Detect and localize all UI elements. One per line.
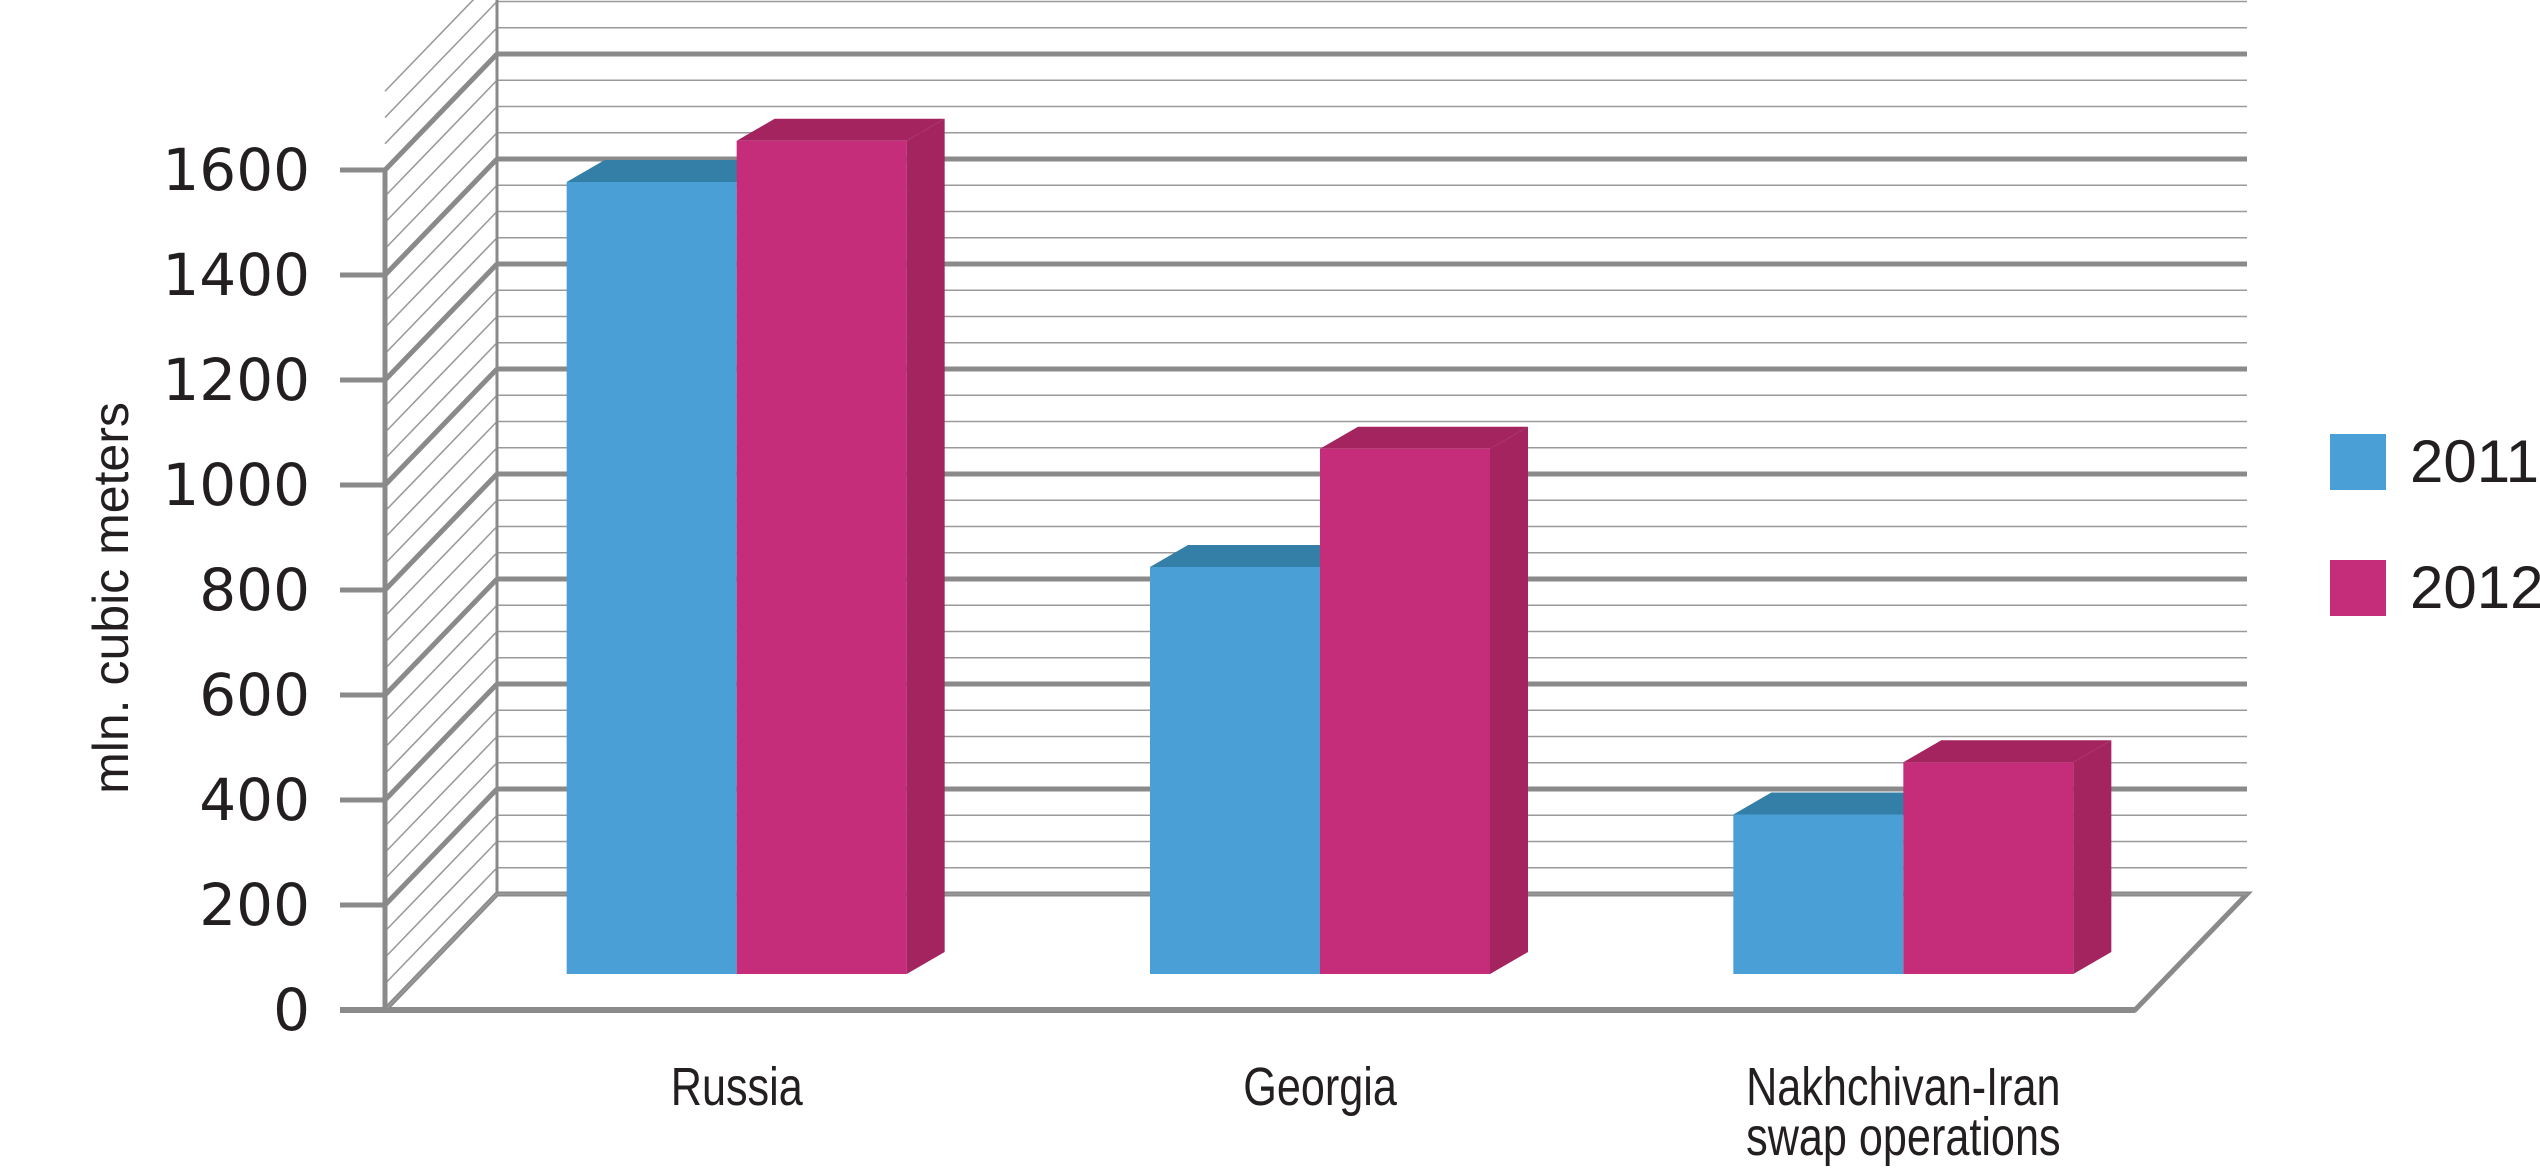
major-gridline <box>383 52 499 172</box>
legend-label: 2012 <box>2410 554 2540 621</box>
major-gridline <box>383 367 499 487</box>
side-wall-gridline <box>384 709 498 827</box>
bar <box>736 140 907 974</box>
bar <box>1903 762 2074 974</box>
major-gridline <box>383 472 499 592</box>
y-tick-label: 800 <box>199 556 310 624</box>
bar-side <box>906 118 945 974</box>
major-gridline <box>383 682 499 802</box>
side-wall-gridline <box>384 289 498 407</box>
bar-side <box>2073 740 2112 974</box>
bar-top <box>1150 545 1358 567</box>
side-wall-gridline <box>384 394 498 512</box>
y-tick-label: 1600 <box>162 136 310 204</box>
side-wall-gridline <box>384 499 498 617</box>
bar <box>1733 814 1904 974</box>
side-wall-gridline <box>384 184 498 302</box>
bar-top <box>736 118 945 141</box>
legend-label: 2011 <box>2410 428 2539 495</box>
side-wall-gridline <box>384 342 498 460</box>
side-wall-gridline <box>384 27 498 145</box>
legend-swatch <box>2330 560 2386 616</box>
side-wall-gridline <box>384 237 498 355</box>
side-wall-gridline <box>384 657 498 775</box>
bar-side <box>1490 426 1528 974</box>
category-label: swap operations <box>1746 1108 2060 1168</box>
major-gridline <box>383 157 499 277</box>
side-wall-gridline <box>384 132 498 250</box>
bar-top <box>1903 740 2112 763</box>
bar-top <box>1320 426 1528 449</box>
y-axis-title: mln. cubic meters <box>83 402 139 794</box>
major-gridline <box>383 577 499 697</box>
y-tick-label: 0 <box>273 976 310 1044</box>
side-wall-gridline <box>384 735 498 854</box>
legend-swatch <box>2330 434 2386 490</box>
side-wall-gridline <box>384 814 498 932</box>
y-axis-ticks: 0 200 400 600 800 1000 1200 1400 1600 <box>162 136 385 1044</box>
bar <box>566 182 737 974</box>
side-wall-gridline <box>384 893 498 1011</box>
y-tick-label: 600 <box>199 661 310 729</box>
side-wall-gridline <box>384 762 498 880</box>
side-wall-gridline <box>384 604 498 722</box>
side-wall-gridline <box>384 840 498 959</box>
side-wall-gridline <box>384 105 498 224</box>
y-tick-label: 1200 <box>162 346 310 414</box>
side-wall-gridline <box>384 867 498 985</box>
side-wall-gridline <box>384 79 498 197</box>
side-wall-gridline <box>384 525 498 644</box>
y-tick-label: 400 <box>199 766 310 834</box>
major-gridline <box>383 787 499 907</box>
category-label: Georgia <box>1243 1058 1397 1118</box>
bar <box>1320 448 1490 974</box>
side-wall-gridline <box>384 0 475 92</box>
legend: 2011 2012 <box>2330 428 2540 621</box>
y-tick-label: 1000 <box>162 451 310 519</box>
category-label: Nakhchivan-Iran <box>1746 1058 2060 1118</box>
side-wall-gridline <box>384 0 498 119</box>
side-wall-gridline <box>384 552 498 670</box>
bar <box>1150 567 1320 974</box>
category-label: Russia <box>671 1058 804 1118</box>
side-wall-gridline <box>384 315 498 434</box>
y-tick-label: 200 <box>199 871 310 939</box>
bar-top <box>566 160 775 182</box>
side-wall-gridline <box>384 630 498 749</box>
major-gridline <box>383 262 499 382</box>
bars <box>566 118 2112 974</box>
bar-top <box>1733 792 1942 815</box>
y-tick-label: 1400 <box>162 241 310 309</box>
side-wall-gridline <box>384 447 498 565</box>
side-wall-gridline <box>384 420 498 539</box>
side-wall-gridline <box>384 210 498 329</box>
